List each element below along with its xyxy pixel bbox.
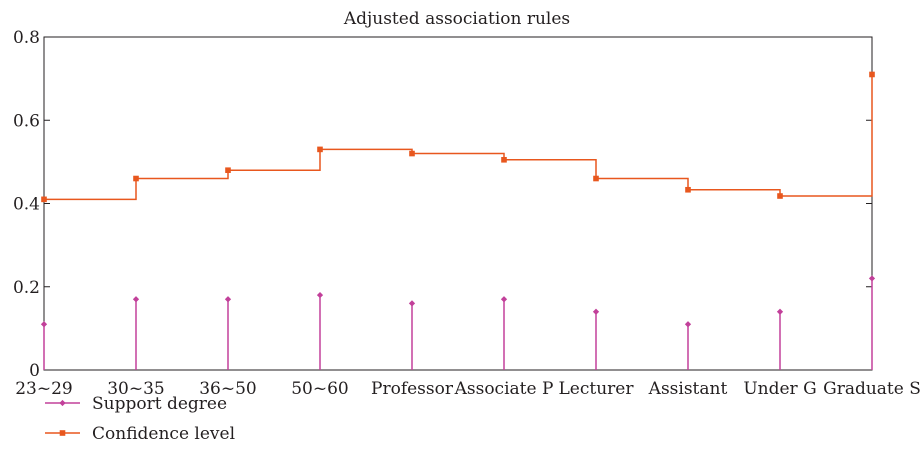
- legend-label: Support degree: [92, 394, 227, 414]
- x-tick-label: 30~35: [107, 379, 165, 399]
- confidence-point: [685, 186, 691, 193]
- y-tick-label: 0.2: [13, 278, 40, 298]
- support-point: [684, 321, 692, 328]
- x-tick-label: Associate P: [454, 379, 554, 399]
- x-tick-label: 50~60: [291, 379, 349, 399]
- confidence-point: [133, 175, 139, 182]
- confidence-level-series: [41, 71, 875, 203]
- y-axis: 0 0.2 0.4 0.6 0.8: [13, 28, 872, 381]
- y-tick-label: 0.8: [13, 28, 40, 48]
- confidence-point: [869, 71, 875, 78]
- x-tick-label: Under G: [743, 379, 816, 399]
- confidence-point: [41, 196, 47, 203]
- support-point: [592, 308, 600, 315]
- legend-marker: [59, 430, 66, 436]
- confidence-point: [777, 193, 783, 199]
- legend-label: Confidence level: [92, 424, 235, 444]
- support-point: [776, 308, 784, 315]
- y-tick-label: 0: [29, 361, 40, 381]
- x-tick-label: Graduate S: [823, 379, 920, 399]
- x-tick-label: 23~29: [15, 379, 73, 399]
- y-tick-label: 0.4: [13, 195, 40, 215]
- y-tick-label: 0.6: [13, 111, 40, 131]
- support-point: [132, 296, 140, 303]
- confidence-point: [409, 150, 415, 157]
- x-tick-label: Lecturer: [559, 379, 635, 399]
- legend: Support degree Confidence level: [45, 394, 235, 444]
- plot-frame: [43, 36, 873, 371]
- x-tick-label: 36~50: [199, 379, 257, 399]
- confidence-step-line: [44, 74, 873, 201]
- support-point: [316, 291, 324, 299]
- support-point: [868, 275, 876, 282]
- chart-title: Adjusted association rules: [343, 9, 570, 29]
- support-point: [500, 296, 508, 303]
- x-axis: 23~29 30~35 36~50 50~60 Professor Associate P…: [15, 364, 920, 399]
- confidence-point: [593, 175, 599, 182]
- confidence-point: [317, 146, 323, 153]
- support-point: [40, 321, 48, 328]
- support-point: [408, 300, 416, 307]
- legend-marker: [59, 399, 66, 407]
- confidence-point: [225, 167, 231, 173]
- confidence-point: [501, 156, 507, 163]
- x-tick-label: Assistant: [648, 379, 728, 399]
- x-tick-label: Professor: [371, 379, 454, 399]
- support-point: [224, 296, 232, 303]
- support-degree-series: [40, 275, 876, 370]
